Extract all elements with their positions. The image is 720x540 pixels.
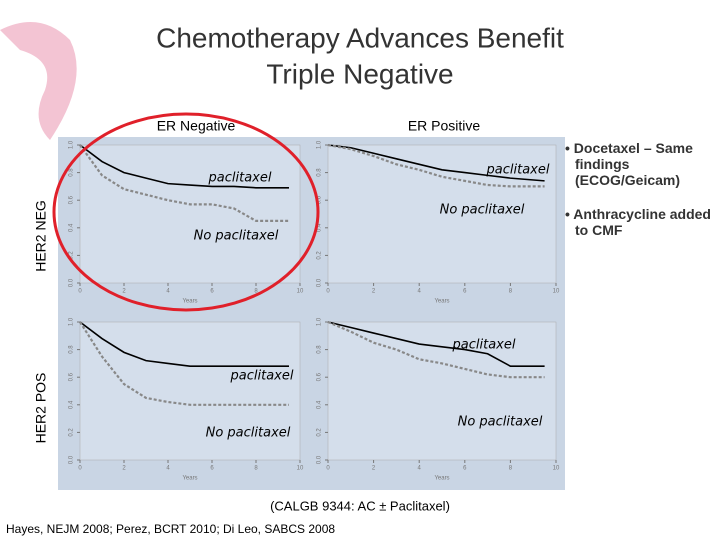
survival-curve (327, 320, 545, 379)
x-tick-label: 6 (463, 289, 467, 295)
highlight-ellipse (52, 112, 320, 312)
survival-curve (79, 144, 289, 222)
series-label: No paclitaxel (440, 203, 525, 218)
x-tick-label: 0 (326, 289, 330, 295)
x-tick-label: 10 (553, 466, 560, 472)
series-label: paclitaxel (486, 163, 550, 178)
y-tick-label: 1.0 (317, 317, 323, 326)
bullet-text: Anthracycline added to CMF (573, 206, 711, 239)
bullet-text: Docetaxel – Same findings (ECOG/Geicam) (573, 140, 693, 189)
series-label: paclitaxel (208, 171, 272, 186)
series-label: No paclitaxel (206, 426, 291, 441)
y-tick-label: 0.0 (317, 455, 323, 464)
x-axis-label: Years (182, 476, 197, 482)
y-tick-label: 0.8 (317, 168, 323, 177)
y-tick-label: 1.0 (69, 317, 75, 326)
survival-curve (327, 143, 545, 188)
plot-area (79, 144, 301, 284)
x-axis-label: Years (434, 476, 449, 482)
y-tick-label: 0.4 (317, 400, 323, 409)
survival-curve (79, 321, 289, 367)
ribbon-decoration (0, 22, 77, 140)
series-label: paclitaxel (230, 369, 294, 384)
y-tick-label: 0.0 (69, 455, 75, 464)
row-header: HER2 NEG (33, 200, 49, 272)
x-tick-label: 0 (78, 289, 82, 295)
y-tick-label: 0.4 (69, 223, 75, 232)
x-tick-label: 4 (418, 466, 422, 472)
x-tick-label: 4 (166, 289, 170, 295)
row-header: HER2 POS (33, 373, 49, 444)
survival-curve (327, 144, 545, 182)
x-tick-label: 6 (210, 466, 214, 472)
x-tick-label: 6 (210, 289, 214, 295)
x-tick-label: 10 (553, 289, 560, 295)
x-tick-label: 4 (166, 466, 170, 472)
bullets: • Docetaxel – Same findings (ECOG/Geicam… (565, 140, 720, 238)
title-line: Chemotherapy Advances Benefit (156, 22, 564, 53)
x-tick-label: 6 (463, 466, 467, 472)
series-label: No paclitaxel (194, 229, 279, 244)
x-tick-label: 10 (297, 289, 304, 295)
title-line: Triple Negative (266, 58, 453, 89)
x-tick-label: 2 (122, 289, 126, 295)
y-tick-label: 0.6 (69, 372, 75, 381)
x-axis-label: Years (434, 299, 449, 305)
y-tick-label: 0.4 (317, 223, 323, 232)
y-tick-label: 1.0 (317, 140, 323, 149)
y-tick-label: 1.0 (69, 140, 75, 149)
y-tick-label: 0.8 (69, 168, 75, 177)
x-tick-label: 8 (509, 289, 513, 295)
plot-area (327, 144, 557, 284)
survival-curve (327, 321, 545, 367)
plot-area (79, 321, 301, 461)
x-tick-label: 0 (78, 466, 82, 472)
x-tick-label: 2 (372, 466, 376, 472)
y-tick-label: 0.2 (317, 428, 323, 437)
y-tick-label: 0.2 (317, 251, 323, 260)
x-tick-label: 8 (254, 466, 258, 472)
x-tick-label: 2 (372, 289, 376, 295)
column-header: ER Positive (408, 118, 481, 134)
y-tick-label: 0.2 (69, 251, 75, 260)
x-tick-label: 0 (326, 466, 330, 472)
y-tick-label: 0.0 (317, 278, 323, 287)
x-tick-label: 2 (122, 466, 126, 472)
y-tick-label: 0.4 (69, 400, 75, 409)
plot-area (327, 321, 557, 461)
y-tick-label: 0.6 (69, 195, 75, 204)
y-tick-label: 0.2 (69, 428, 75, 437)
survival-curve (79, 321, 289, 406)
x-tick-label: 8 (254, 289, 258, 295)
column-header: ER Negative (157, 118, 236, 134)
x-axis-label: Years (182, 299, 197, 305)
x-tick-label: 8 (509, 466, 513, 472)
x-tick-label: 4 (418, 289, 422, 295)
y-tick-label: 0.8 (69, 345, 75, 354)
citation: Hayes, NEJM 2008; Perez, BCRT 2010; Di L… (6, 522, 335, 536)
series-label: paclitaxel (452, 338, 516, 353)
y-tick-label: 0.8 (317, 345, 323, 354)
y-tick-label: 0.0 (69, 278, 75, 287)
x-tick-label: 10 (297, 466, 304, 472)
bullet: • Anthracycline added to CMF (565, 206, 711, 239)
survival-curve (79, 144, 289, 189)
y-tick-label: 0.6 (317, 195, 323, 204)
caption: (CALGB 9344: AC ± Paclitaxel) (270, 498, 450, 513)
y-tick-label: 0.6 (317, 372, 323, 381)
bullet-box: • Docetaxel – Same findings (ECOG/Geicam… (565, 140, 720, 238)
series-label: No paclitaxel (458, 415, 543, 430)
bullet: • Docetaxel – Same findings (ECOG/Geicam… (565, 140, 693, 189)
